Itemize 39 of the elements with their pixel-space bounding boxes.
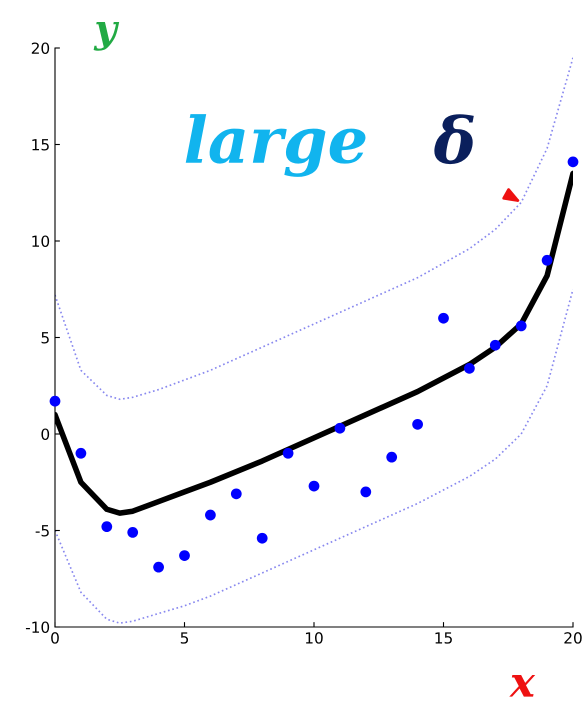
annotation: large bbox=[186, 114, 366, 177]
point bbox=[568, 156, 578, 168]
y-tick-label: -10 bbox=[26, 621, 50, 634]
point bbox=[334, 422, 346, 434]
point bbox=[153, 562, 164, 573]
point bbox=[308, 480, 320, 492]
x-tick-label: 0 bbox=[51, 632, 59, 644]
y-tick-label: -5 bbox=[36, 525, 49, 537]
point bbox=[438, 312, 449, 324]
line-series bbox=[55, 288, 573, 624]
point bbox=[127, 527, 138, 538]
point bbox=[76, 448, 86, 459]
point bbox=[360, 486, 372, 498]
point bbox=[282, 448, 294, 459]
point bbox=[516, 320, 527, 332]
point bbox=[179, 550, 190, 561]
point bbox=[50, 396, 60, 407]
y-axis-title: y bbox=[94, 22, 120, 51]
point bbox=[230, 488, 242, 500]
y-tick-label: 5 bbox=[42, 332, 49, 344]
x-tick-label: 10 bbox=[306, 632, 323, 644]
x-tick-label: 5 bbox=[180, 632, 188, 644]
point bbox=[101, 521, 112, 532]
point bbox=[256, 532, 268, 544]
annotation: δ bbox=[434, 114, 474, 164]
y-tick-label: 10 bbox=[32, 235, 50, 248]
point bbox=[386, 452, 398, 463]
x-tick-label: 20 bbox=[564, 632, 582, 644]
y-tick-label: 15 bbox=[32, 139, 49, 151]
y-tick-label: 20 bbox=[32, 42, 50, 54]
point bbox=[464, 363, 475, 374]
x-axis-title: x bbox=[509, 675, 536, 697]
x-tick-label: 15 bbox=[435, 632, 452, 644]
point bbox=[205, 510, 216, 520]
point bbox=[490, 340, 501, 351]
point bbox=[542, 254, 552, 266]
y-tick-label: 0 bbox=[41, 428, 50, 440]
line-series bbox=[55, 56, 573, 400]
point bbox=[412, 418, 423, 430]
